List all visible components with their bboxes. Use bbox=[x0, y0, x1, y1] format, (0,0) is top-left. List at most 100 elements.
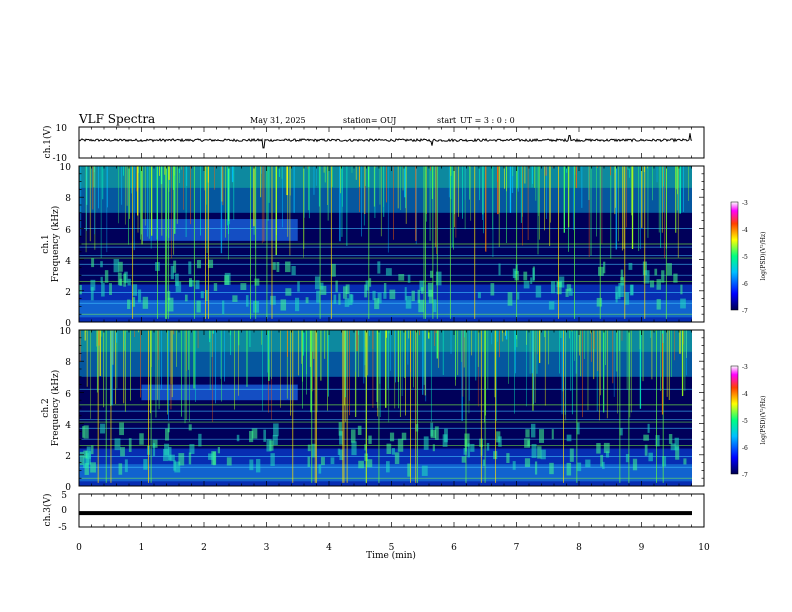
chorus-element bbox=[90, 279, 96, 291]
chorus-element bbox=[350, 429, 356, 443]
ch3-ytick-mid: 0 bbox=[61, 506, 67, 516]
spec1-channel-label: ch.1 bbox=[41, 234, 51, 253]
chorus-element bbox=[566, 462, 572, 476]
cb1-tick-6: -6 bbox=[742, 281, 748, 288]
chorus-element bbox=[335, 280, 338, 293]
chorus-element bbox=[537, 446, 542, 459]
chorus-element bbox=[397, 438, 404, 452]
chorus-element bbox=[680, 298, 686, 309]
chorus-element bbox=[498, 436, 502, 447]
chorus-element bbox=[222, 300, 225, 315]
chorus-element bbox=[605, 451, 610, 458]
chorus-element bbox=[339, 431, 343, 445]
chorus-element bbox=[551, 429, 554, 440]
chorus-element bbox=[297, 281, 300, 292]
chorus-element bbox=[196, 260, 202, 269]
chorus-element bbox=[620, 277, 625, 286]
chorus-element bbox=[576, 422, 580, 435]
chorus-element bbox=[90, 287, 94, 301]
chorus-element bbox=[427, 282, 433, 297]
chorus-element bbox=[285, 288, 292, 296]
chorus-element bbox=[524, 438, 531, 448]
chorus-element bbox=[666, 263, 672, 276]
chorus-element bbox=[430, 422, 434, 437]
chorus-element bbox=[357, 425, 362, 435]
figure-title: VLF Spectra bbox=[78, 112, 155, 126]
chorus-element bbox=[566, 434, 572, 442]
chorus-element bbox=[624, 292, 630, 305]
chorus-element bbox=[207, 259, 214, 268]
cb2-tick-4: -4 bbox=[742, 391, 748, 398]
spec1-ytick-10: 10 bbox=[60, 163, 72, 173]
chorus-element bbox=[200, 291, 204, 299]
chorus-element bbox=[139, 433, 144, 445]
ch1-spectrogram-marks bbox=[79, 166, 692, 322]
chorus-element bbox=[333, 294, 337, 305]
chorus-element bbox=[127, 299, 131, 310]
chorus-element bbox=[128, 438, 132, 452]
chorus-element bbox=[386, 443, 392, 455]
chorus-element bbox=[530, 277, 533, 285]
chorus-element bbox=[421, 287, 424, 294]
chorus-element bbox=[377, 292, 382, 304]
chorus-element bbox=[169, 454, 175, 462]
spec1-ytick-2: 2 bbox=[65, 288, 71, 298]
ch1-ytick-bottom: -10 bbox=[53, 154, 68, 164]
chorus-element bbox=[188, 261, 192, 275]
chorus-element bbox=[83, 425, 89, 439]
hiss-band bbox=[141, 219, 298, 241]
chorus-element bbox=[680, 284, 683, 295]
chorus-element bbox=[120, 447, 125, 457]
chorus-element bbox=[603, 261, 606, 274]
chorus-element bbox=[100, 276, 103, 284]
chorus-element bbox=[619, 428, 623, 436]
chorus-element bbox=[343, 286, 348, 299]
chorus-element bbox=[249, 431, 254, 443]
chorus-element bbox=[596, 297, 603, 307]
chorus-element bbox=[167, 423, 170, 433]
chorus-element bbox=[339, 449, 344, 461]
chorus-element bbox=[644, 444, 648, 456]
chorus-element bbox=[366, 459, 373, 468]
chorus-element bbox=[430, 429, 437, 439]
ch1-spectrogram-panel: 0 2 4 6 8 10 ch.1 Frequency (kHz) -3 -4 … bbox=[41, 163, 767, 329]
chorus-element bbox=[240, 283, 247, 291]
chorus-element bbox=[463, 447, 467, 455]
chorus-element bbox=[643, 434, 649, 441]
chorus-element bbox=[429, 270, 433, 278]
chorus-element bbox=[433, 299, 437, 313]
chorus-element bbox=[132, 297, 136, 307]
chorus-element bbox=[643, 270, 650, 284]
chorus-element bbox=[143, 458, 148, 470]
chorus-element bbox=[531, 423, 536, 438]
chorus-element bbox=[266, 439, 272, 452]
chorus-element bbox=[523, 271, 528, 281]
chorus-element bbox=[411, 290, 415, 302]
chorus-element bbox=[423, 436, 429, 450]
chorus-element bbox=[351, 441, 357, 456]
chorus-element bbox=[405, 295, 412, 309]
chorus-element bbox=[524, 458, 531, 467]
chorus-element bbox=[254, 278, 260, 286]
chorus-element bbox=[632, 458, 638, 471]
chorus-element bbox=[532, 268, 535, 282]
ch3-ylabel: ch.3(V) bbox=[42, 494, 53, 527]
axis-ticks bbox=[78, 127, 705, 527]
chorus-element bbox=[512, 268, 517, 279]
chorus-element bbox=[127, 278, 131, 286]
chorus-element bbox=[585, 459, 591, 468]
x-axis: 0 1 2 3 4 5 6 7 8 9 10 Time (min) bbox=[76, 543, 710, 561]
station-label: station= OUJ bbox=[343, 116, 396, 125]
spec2-ytick-8: 8 bbox=[65, 358, 71, 368]
chorus-element bbox=[165, 428, 170, 441]
lowband-core bbox=[79, 464, 692, 482]
chorus-element bbox=[531, 444, 537, 458]
cb1-label: log(PSD)(V²/Hz) bbox=[760, 232, 767, 281]
chorus-element bbox=[330, 457, 335, 465]
chorus-element bbox=[368, 278, 372, 287]
chorus-element bbox=[550, 281, 556, 294]
chorus-element bbox=[198, 433, 202, 447]
chorus-element bbox=[534, 461, 538, 475]
chorus-element bbox=[184, 294, 188, 302]
cb2-tick-5: -5 bbox=[742, 418, 748, 425]
